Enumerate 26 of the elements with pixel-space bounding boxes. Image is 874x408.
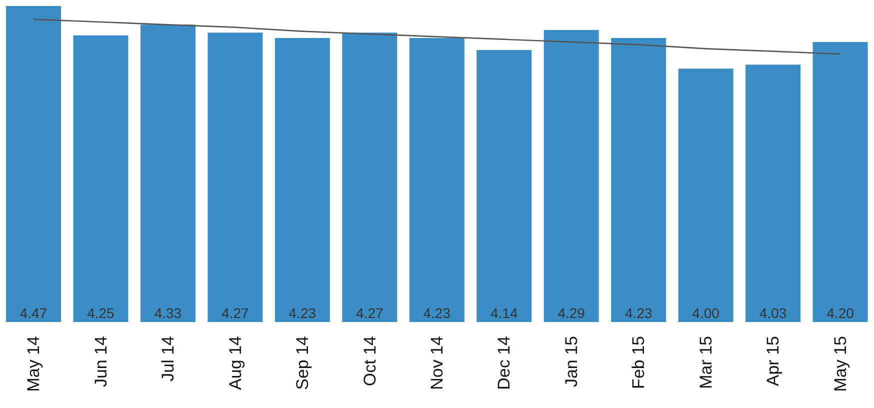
x-tick-label: Feb 15	[629, 336, 648, 389]
data-label: 4.27	[222, 305, 250, 321]
x-tick-label: Jun 14	[91, 336, 110, 388]
data-label: 4.33	[154, 305, 182, 321]
x-tick-label: Dec 14	[494, 336, 514, 390]
data-label: 4.47	[20, 305, 48, 321]
x-tick-label: May 15	[830, 336, 850, 392]
data-label: 4.23	[423, 305, 451, 321]
data-label: 4.25	[87, 305, 115, 321]
data-label: 4.23	[624, 305, 652, 321]
x-tick-label: Mar 15	[696, 336, 716, 389]
x-tick-label: Aug 14	[226, 336, 245, 390]
x-tick-label: Nov 14	[428, 336, 446, 390]
x-tick-label: Jul 14	[158, 336, 178, 382]
x-tick-label: Sep 14	[293, 336, 312, 390]
x-tick-label: Apr 15	[764, 336, 783, 386]
x-tick-label: Oct 14	[360, 336, 380, 386]
data-label: 4.20	[826, 305, 854, 321]
data-label: 4.14	[490, 305, 518, 321]
x-tick-label: Jan 15	[562, 336, 581, 388]
data-label: 4.23	[288, 305, 316, 321]
data-label: 4.27	[356, 305, 384, 321]
data-label: 4.29	[558, 305, 586, 321]
data-label: 4.00	[692, 305, 720, 321]
x-tick-label: May 14	[24, 336, 44, 392]
data-label: 4.03	[759, 305, 787, 321]
